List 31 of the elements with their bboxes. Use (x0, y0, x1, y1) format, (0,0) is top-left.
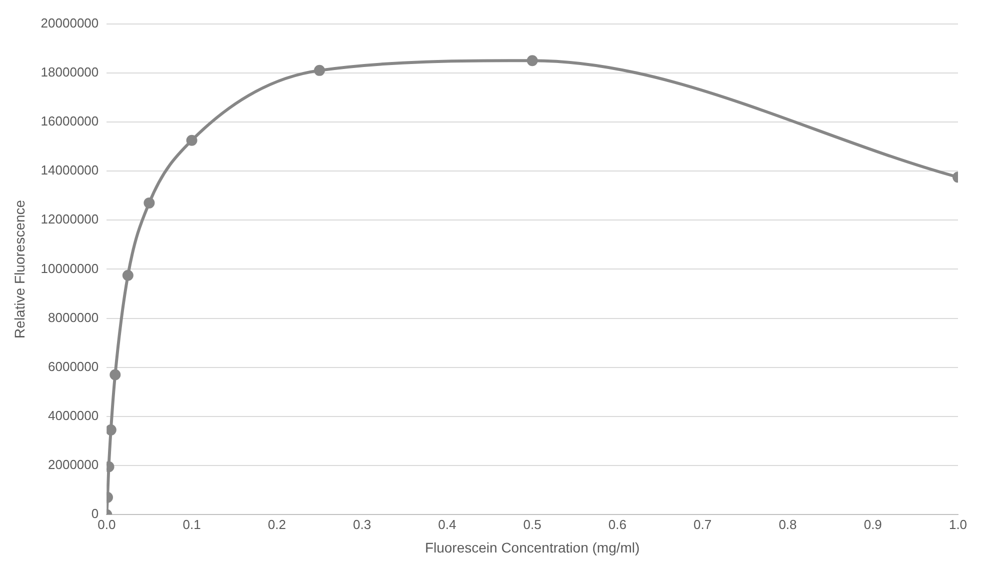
x-tick-label: 1.0 (948, 516, 968, 532)
point (526, 55, 538, 66)
y-tick-label: 6000000 (48, 358, 99, 374)
y-tick-label: 0 (91, 506, 99, 522)
y-tick-label: 20000000 (40, 15, 99, 30)
y-tick-label: 4000000 (48, 408, 99, 424)
x-tick-label: 0.3 (353, 516, 372, 532)
point (106, 424, 116, 436)
y-tick-label: 10000000 (40, 260, 99, 276)
point (144, 197, 155, 208)
x-tick-label: 0.1 (182, 516, 201, 532)
x-tick-label: 0.7 (694, 516, 712, 532)
y-tick-label: 16000000 (40, 114, 99, 129)
y-tick-label: 12000000 (40, 212, 99, 227)
x-axis-title: Fluorescein Concentration (mg/ml) (424, 539, 640, 556)
y-tick-label: 14000000 (40, 162, 99, 178)
y-tick-label: 2000000 (48, 457, 99, 472)
y-tick-label: 8000000 (48, 310, 99, 325)
y-tick-label: 18000000 (40, 64, 99, 80)
point (186, 134, 198, 146)
point (110, 369, 121, 380)
point (314, 64, 325, 76)
x-tick-label: 0.6 (608, 516, 626, 532)
x-tick-label: 0.2 (268, 516, 286, 532)
y-axis-title: Relative Fluorescence (11, 200, 28, 338)
x-tick-label: 0.4 (438, 516, 456, 532)
x-tick-label: 0.9 (864, 516, 882, 532)
point (122, 270, 134, 281)
x-tick-label: 0.0 (98, 516, 116, 532)
x-tick-label: 0.5 (523, 516, 542, 532)
x-tick-label: 0.8 (778, 516, 797, 532)
